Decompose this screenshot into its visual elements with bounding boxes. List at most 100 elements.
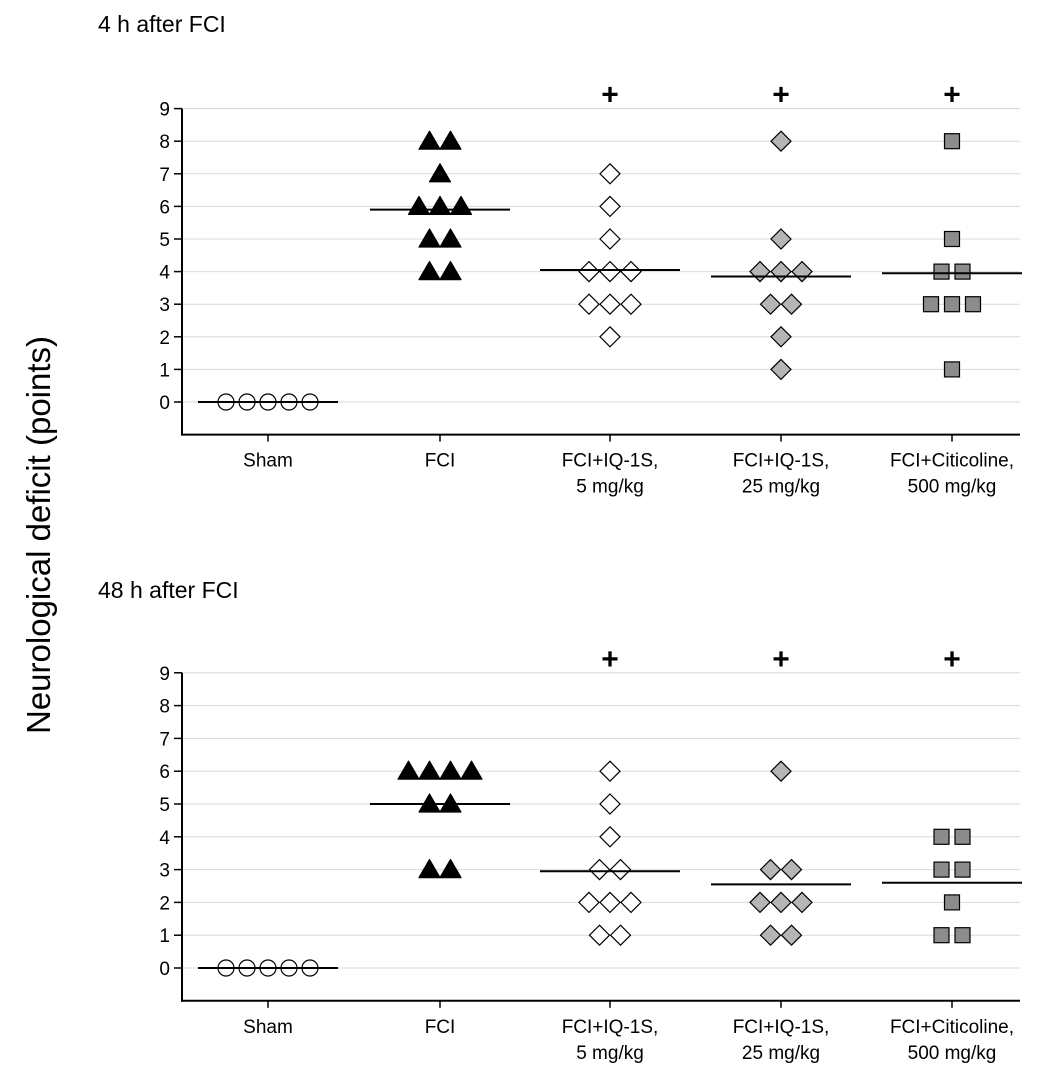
data-point <box>934 928 949 943</box>
data-point <box>771 131 791 151</box>
data-point <box>451 196 472 214</box>
data-point <box>440 860 461 878</box>
data-point <box>782 294 802 314</box>
group-5: + <box>882 643 1022 943</box>
significance-marker: + <box>943 643 961 676</box>
data-point <box>600 196 620 216</box>
group-5: + <box>882 79 1022 377</box>
data-point <box>621 294 641 314</box>
data-point <box>934 862 949 877</box>
x-tick-label: FCI+Citicoline, <box>890 451 1014 472</box>
data-point <box>750 892 770 912</box>
y-tick-label: 9 <box>159 100 170 121</box>
data-point <box>945 297 960 312</box>
x-tick-label: 25 mg/kg <box>742 1043 820 1064</box>
data-point <box>771 262 791 282</box>
x-tick-label: 5 mg/kg <box>576 1043 644 1064</box>
group-1 <box>198 394 338 410</box>
data-point <box>782 925 802 945</box>
x-tick-label: FCI+IQ-1S, <box>733 1017 830 1038</box>
x-tick-label: 5 mg/kg <box>576 477 644 498</box>
y-axis-label: Neurological deficit (points) <box>20 336 57 734</box>
y-tick-label: 4 <box>159 828 170 849</box>
significance-marker: + <box>601 643 619 676</box>
data-point <box>611 860 631 880</box>
data-point <box>945 895 960 910</box>
y-tick-label: 4 <box>159 263 170 284</box>
y-tick-label: 3 <box>159 861 170 882</box>
data-point <box>771 892 791 912</box>
data-point <box>761 294 781 314</box>
chart-title: 48 h after FCI <box>98 577 239 603</box>
x-tick-label: Sham <box>243 451 293 472</box>
chart-title: 4 h after FCI <box>98 11 226 37</box>
data-point <box>440 131 461 149</box>
y-tick-label: 0 <box>159 393 170 414</box>
data-point <box>419 229 440 247</box>
data-point <box>771 761 791 781</box>
y-tick-label: 2 <box>159 893 170 914</box>
data-point <box>966 297 981 312</box>
y-tick-label: 3 <box>159 295 170 316</box>
group-3: + <box>540 643 680 945</box>
data-point <box>590 860 610 880</box>
data-point <box>600 164 620 184</box>
data-point <box>440 262 461 280</box>
data-point <box>430 164 451 182</box>
x-tick-label: 500 mg/kg <box>908 477 997 498</box>
data-point <box>419 262 440 280</box>
y-tick-label: 6 <box>159 197 170 218</box>
group-1 <box>198 960 338 976</box>
data-point <box>934 264 949 279</box>
data-point <box>945 232 960 247</box>
data-point <box>771 229 791 249</box>
data-point <box>590 925 610 945</box>
data-point <box>611 925 631 945</box>
y-tick-label: 5 <box>159 230 170 251</box>
data-point <box>600 294 620 314</box>
data-point <box>924 297 939 312</box>
data-point <box>945 362 960 377</box>
data-point <box>955 829 970 844</box>
data-point <box>600 827 620 847</box>
x-tick-label: FCI <box>425 1017 456 1038</box>
data-point <box>955 928 970 943</box>
y-tick-label: 9 <box>159 664 170 685</box>
data-point <box>600 892 620 912</box>
chart-panels: 4 h after FCI 0 1 2 3 4 5 6 7 8 9 Sham FCI FCI+IQ-1S,… <box>98 11 1022 1064</box>
data-point <box>430 196 451 214</box>
y-tick-label: 0 <box>159 959 170 980</box>
data-point <box>761 925 781 945</box>
group-4: + <box>711 79 851 380</box>
significance-marker: + <box>772 643 790 676</box>
data-point <box>419 761 440 779</box>
data-point <box>440 761 461 779</box>
y-tick-label: 7 <box>159 729 170 750</box>
y-tick-label: 2 <box>159 328 170 349</box>
y-tick-label: 8 <box>159 132 170 153</box>
data-point <box>579 294 599 314</box>
y-tick-label: 1 <box>159 360 170 381</box>
data-point <box>945 134 960 149</box>
group-2 <box>370 761 510 877</box>
y-tick-label: 8 <box>159 697 170 718</box>
data-point <box>419 131 440 149</box>
data-point <box>955 264 970 279</box>
data-point <box>600 229 620 249</box>
group-4: + <box>711 643 851 945</box>
data-point <box>761 860 781 880</box>
x-tick-label: FCI+IQ-1S, <box>562 451 659 472</box>
data-point <box>955 862 970 877</box>
x-tick-label: FCI+IQ-1S, <box>733 451 830 472</box>
chart-panel-1: 4 h after FCI 0 1 2 3 4 5 6 7 8 9 Sham FCI FCI+IQ-1S,… <box>98 11 1022 498</box>
data-point <box>398 761 419 779</box>
data-point <box>750 262 770 282</box>
significance-marker: + <box>943 79 961 112</box>
data-point <box>782 860 802 880</box>
x-tick-label: FCI+IQ-1S, <box>562 1017 659 1038</box>
data-point <box>409 196 430 214</box>
significance-marker: + <box>601 79 619 112</box>
data-point <box>934 829 949 844</box>
group-2 <box>370 131 510 279</box>
